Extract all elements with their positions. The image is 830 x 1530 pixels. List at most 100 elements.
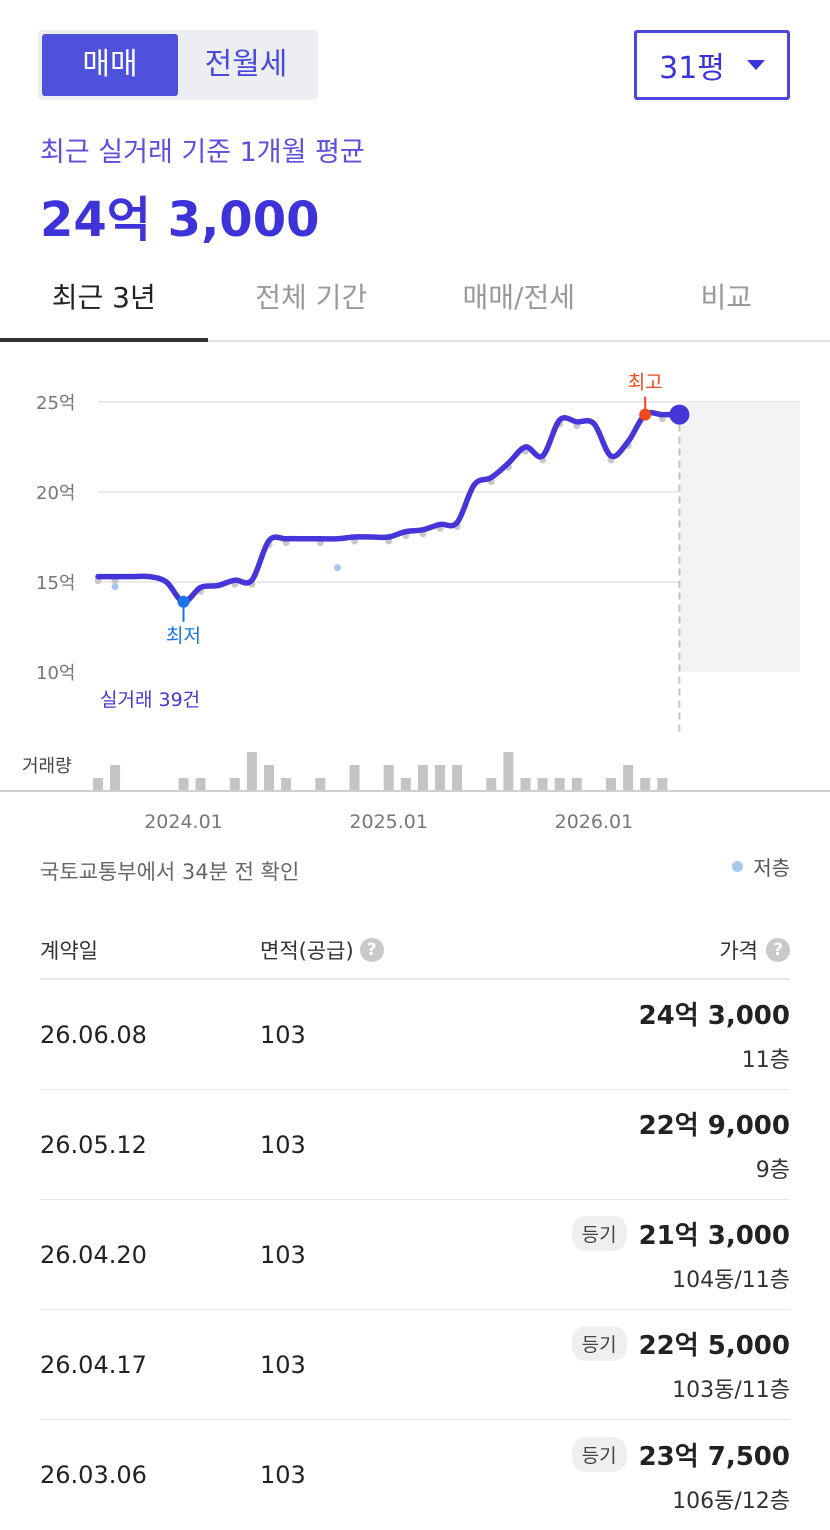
volume-bar	[571, 778, 582, 791]
tab-sale-jeonse[interactable]: 매매/전세	[462, 281, 575, 314]
row-date: 26.04.17	[40, 1350, 147, 1379]
table-row[interactable]: 26.06.08 103 24억 3,000 11층	[40, 980, 790, 1090]
size-dropdown[interactable]: 31평	[634, 30, 790, 100]
trade-type-toggle: 매매 전월세	[38, 30, 318, 100]
row-date: 26.05.12	[40, 1130, 147, 1159]
table-row[interactable]: 26.04.20 103 등기 21억 3,000 104동/11층	[40, 1200, 790, 1310]
x-tick-label: 2024.01	[144, 811, 223, 833]
row-date: 26.06.08	[40, 1020, 147, 1049]
y-tick-label: 20억	[36, 483, 75, 504]
transaction-table: 계약일 면적(공급) ? 가격 ? 26.06.08 103 24억 3,000…	[40, 922, 790, 1530]
volume-bars	[93, 752, 668, 791]
volume-bar	[435, 765, 445, 791]
sale-tab-button[interactable]: 매매	[42, 34, 178, 96]
caret-down-icon	[746, 60, 765, 70]
volume-bar	[349, 765, 360, 791]
row-date: 26.03.06	[40, 1461, 147, 1489]
trade-count-label: 실거래 39건	[100, 689, 200, 711]
table-header: 계약일 면적(공급) ? 가격 ?	[40, 922, 790, 980]
average-subtitle: 최근 실거래 기준 1개월 평균	[40, 137, 365, 168]
volume-bar	[229, 778, 240, 791]
volume-bar	[195, 778, 206, 791]
row-area: 103	[260, 1350, 306, 1379]
period-tabs: 최근 3년 전체 기간 매매/전세 비교	[0, 250, 830, 342]
volume-bar	[503, 752, 514, 791]
registered-badge: 등기	[571, 1216, 627, 1251]
volume-bar	[623, 765, 634, 791]
row-price-cell: 등기 23억 7,500 106동/12층	[560, 1436, 790, 1515]
header-area: 면적(공급) ?	[260, 935, 560, 965]
row-price-cell: 24억 3,000 11층	[560, 995, 790, 1074]
volume-bar	[400, 778, 411, 791]
legend-low-floor-label: 저층	[753, 856, 790, 880]
current-marker-dot	[669, 404, 690, 425]
future-shaded-area	[679, 402, 800, 672]
rent-tab-button[interactable]: 전월세	[204, 47, 288, 82]
row-price: 21억 3,000	[638, 1221, 790, 1251]
volume-bar	[657, 778, 668, 791]
tab-all-period[interactable]: 전체 기간	[255, 281, 368, 314]
row-floor: 11층	[741, 1048, 790, 1073]
high-marker-label: 최고	[628, 372, 663, 394]
volume-bar	[383, 765, 394, 791]
volume-bar	[93, 778, 103, 791]
volume-bar	[178, 778, 189, 791]
header-area-label: 면적(공급)	[260, 939, 354, 963]
volume-bar	[606, 778, 616, 791]
legend-low-floor: 저층	[732, 852, 790, 881]
data-source-note: 국토교통부에서 34분 전 확인	[40, 860, 300, 884]
average-price: 24억 3,000	[40, 192, 320, 248]
tab-recent-3y[interactable]: 최근 3년	[0, 250, 208, 342]
volume-bar	[554, 778, 565, 791]
trade-dots	[94, 415, 666, 595]
row-price-cell: 등기 22억 5,000 103동/11층	[560, 1325, 790, 1404]
volume-bar	[110, 765, 121, 791]
row-date: 26.04.20	[40, 1240, 147, 1269]
row-area: 103	[260, 1240, 306, 1269]
table-row[interactable]: 26.03.06 103 등기 23억 7,500 106동/12층	[40, 1420, 790, 1530]
volume-bar	[315, 778, 326, 791]
help-icon[interactable]: ?	[766, 938, 790, 962]
volume-bar	[246, 752, 257, 791]
volume-bar	[537, 778, 548, 791]
row-floor: 103동/11층	[672, 1378, 790, 1403]
table-row[interactable]: 26.05.12 103 22억 9,000 9층	[40, 1090, 790, 1200]
row-floor: 9층	[755, 1158, 790, 1183]
header-price: 가격 ?	[560, 935, 790, 965]
volume-label: 거래량	[22, 756, 72, 777]
registered-badge: 등기	[571, 1436, 627, 1472]
table-row[interactable]: 26.04.17 103 등기 22억 5,000 103동/11층	[40, 1310, 790, 1420]
registered-badge: 등기	[571, 1326, 627, 1361]
tab-compare[interactable]: 비교	[700, 281, 753, 314]
row-price: 22억 5,000	[638, 1331, 790, 1361]
high-marker-dot	[639, 408, 652, 421]
low-floor-dot-icon	[732, 861, 744, 872]
row-area: 103	[260, 1020, 306, 1049]
x-tick-label: 2025.01	[349, 811, 428, 833]
row-price-cell: 22억 9,000 9층	[560, 1105, 790, 1184]
row-price: 24억 3,000	[638, 1001, 790, 1031]
volume-bar	[520, 778, 531, 791]
volume-bar	[640, 778, 651, 791]
volume-bar	[264, 765, 274, 791]
row-floor: 104동/11층	[672, 1268, 790, 1293]
volume-bar	[452, 765, 463, 791]
row-area: 103	[260, 1130, 306, 1159]
header-date: 계약일	[40, 939, 98, 963]
y-tick-label: 15억	[36, 573, 75, 594]
header-price-label: 가격	[719, 939, 758, 963]
size-dropdown-value: 31평	[659, 51, 725, 86]
volume-bar	[417, 765, 428, 791]
row-price: 22억 9,000	[638, 1111, 790, 1141]
help-icon[interactable]: ?	[359, 938, 384, 962]
volume-bar	[486, 778, 497, 791]
row-price: 23억 7,500	[638, 1441, 790, 1472]
row-price-cell: 등기 21억 3,000 104동/11층	[560, 1215, 790, 1294]
trade-dot	[333, 564, 341, 572]
row-floor: 106동/12층	[672, 1488, 790, 1514]
y-tick-label: 25억	[36, 393, 75, 414]
trade-dot	[111, 583, 119, 591]
low-marker-dot	[177, 595, 190, 608]
row-area: 103	[260, 1461, 306, 1489]
x-tick-label: 2026.01	[555, 811, 634, 833]
